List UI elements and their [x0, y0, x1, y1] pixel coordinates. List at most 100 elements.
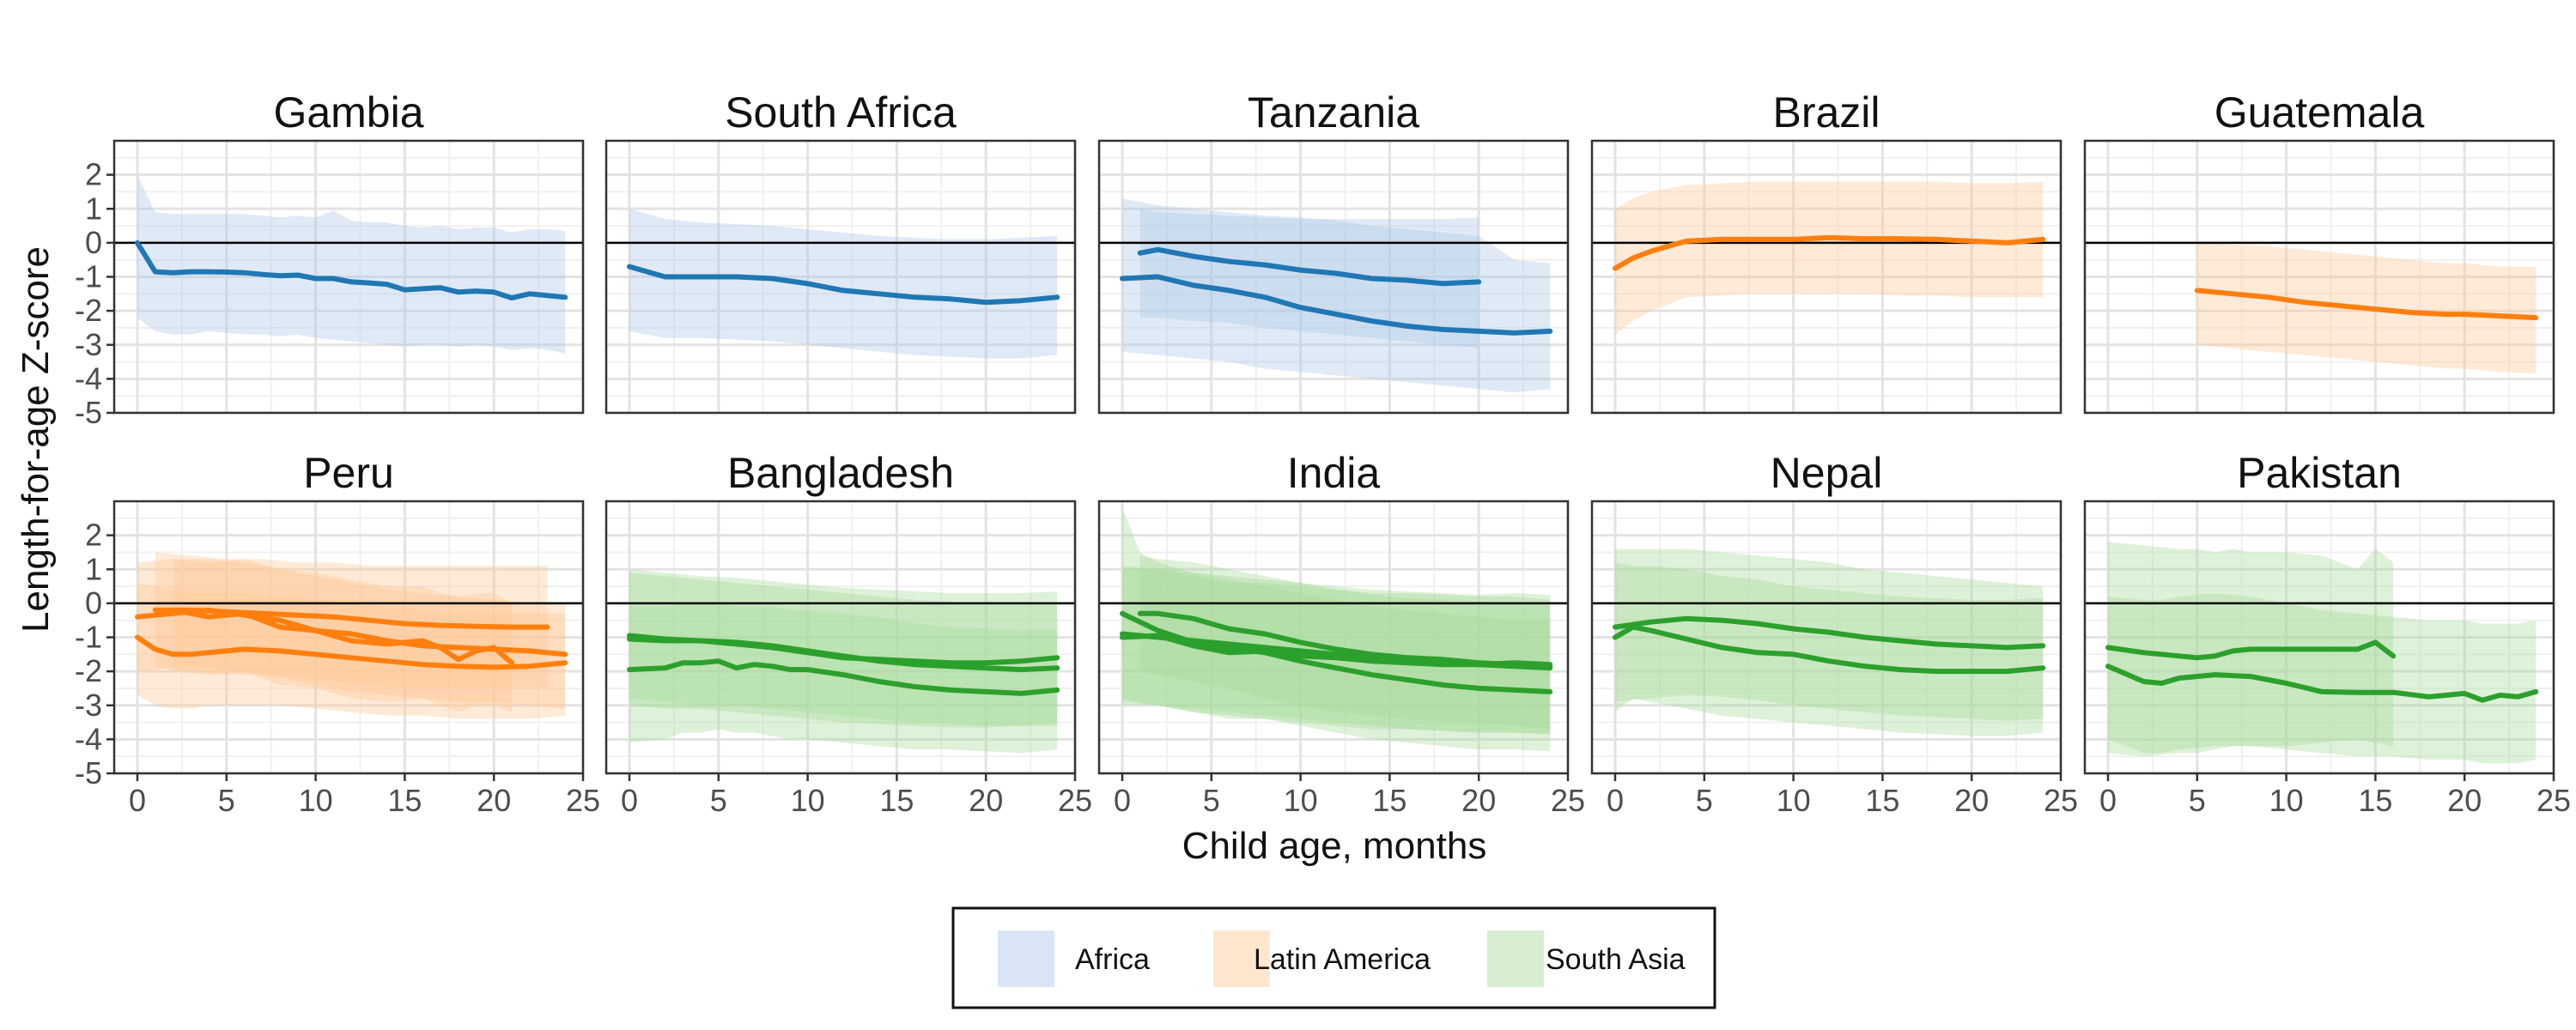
- panel-title: Peru: [303, 449, 394, 497]
- panel-border: [1590, 500, 2063, 775]
- y-tick-label: -3: [75, 688, 102, 723]
- y-tick-label: -1: [75, 620, 102, 655]
- panel-brazil: Brazil: [1590, 88, 2063, 415]
- y-tick-label: 1: [85, 551, 102, 586]
- band-2: [1122, 198, 1551, 393]
- panel-south-africa: South Africa: [605, 88, 1077, 415]
- x-tick-label: 0: [1114, 783, 1131, 818]
- series-line-1: [135, 239, 568, 301]
- y-tick-label: -1: [75, 259, 102, 294]
- panel-title: Brazil: [1772, 88, 1880, 136]
- x-tick-label: 10: [791, 783, 825, 818]
- y-tick-label: -4: [75, 721, 102, 756]
- series-line-2: [627, 636, 1060, 666]
- series-line-2: [1613, 624, 2046, 675]
- y-tick-label: -2: [75, 653, 102, 688]
- y-tick-label: -3: [75, 327, 102, 362]
- x-tick-label: 20: [1461, 783, 1496, 818]
- panel-border: [1590, 139, 2063, 415]
- band-1: [629, 209, 1058, 359]
- panel-guatemala: Guatemala: [2083, 88, 2555, 415]
- series-line-4: [170, 607, 514, 666]
- x-tick-label: 15: [2358, 783, 2392, 818]
- band-2: [1615, 562, 2044, 736]
- legend: Africa Latin America South Asia: [951, 906, 1716, 1009]
- x-tick-label: 5: [2189, 783, 2206, 818]
- y-tick-label: 0: [85, 585, 102, 621]
- panel-border: [2083, 500, 2555, 775]
- band-1: [137, 174, 566, 354]
- panel-border: [605, 500, 1077, 775]
- legend-label-3: South Asia: [1546, 943, 1686, 976]
- x-tick-label: 10: [1777, 783, 1811, 818]
- band-2: [1122, 507, 1551, 752]
- panel-gambia: Gambia 210-1-2-3-4-5: [75, 88, 585, 430]
- legend-key-2: [1213, 930, 1270, 987]
- y-tick-label: -4: [75, 360, 102, 396]
- panel-title: Pakistan: [2237, 449, 2402, 497]
- panel-border: [605, 139, 1077, 415]
- x-tick-label: 15: [1865, 783, 1899, 818]
- x-tick-label: 15: [1372, 783, 1406, 818]
- legend-key-1: [998, 930, 1054, 987]
- panel-title: Bangladesh: [727, 449, 954, 497]
- y-tick-label: 2: [85, 518, 102, 553]
- x-tick-label: 10: [2269, 783, 2304, 818]
- series-line-1: [2194, 288, 2539, 321]
- panel-title: South Africa: [725, 88, 957, 136]
- y-tick-label: -2: [75, 293, 102, 328]
- legend-label-2: Latin America: [1254, 943, 1431, 976]
- x-tick-label: 20: [2447, 783, 2482, 818]
- panel-title: Tanzania: [1248, 88, 1419, 136]
- series-line-2: [2105, 663, 2539, 703]
- panel-title: India: [1287, 449, 1381, 497]
- series-line-1: [2105, 639, 2397, 661]
- x-tick-label: 20: [477, 783, 511, 818]
- legend-key-3: [1487, 930, 1544, 987]
- band-1: [1615, 181, 2044, 335]
- x-tick-label: 5: [1696, 783, 1713, 818]
- x-tick-label: 25: [2537, 783, 2571, 818]
- x-tick-label: 0: [1607, 783, 1624, 818]
- x-tick-label: 0: [129, 783, 146, 818]
- x-axis-title: Child age, months: [1182, 825, 1487, 867]
- x-tick-label: 5: [1203, 783, 1220, 818]
- panel-border: [1097, 500, 1570, 775]
- panel-nepal: Nepal 0 5 10 15 20 25: [1590, 449, 2078, 818]
- y-tick-label: -5: [75, 755, 102, 791]
- y-tick-label: 0: [85, 225, 102, 260]
- panel-border: [1097, 139, 1570, 415]
- x-tick-label: 25: [2044, 783, 2078, 818]
- series-line-3: [627, 658, 1060, 696]
- legend-box: [951, 906, 1716, 1009]
- x-tick-label: 15: [387, 783, 422, 818]
- x-tick-label: 10: [299, 783, 333, 818]
- x-tick-label: 25: [1551, 783, 1585, 818]
- series-line-1: [1137, 246, 1482, 287]
- x-tick-label: 25: [566, 783, 600, 818]
- x-tick-label: 20: [969, 783, 1003, 818]
- x-tick-label: 5: [710, 783, 727, 818]
- x-tick-label: 0: [621, 783, 638, 818]
- panel-tanzania: Tanzania: [1097, 88, 1570, 415]
- series-line-3: [135, 634, 568, 670]
- panel-pakistan: Pakistan 0 5 10 15 20 25: [2083, 449, 2571, 818]
- panel-title: Gambia: [273, 88, 423, 136]
- x-tick-label: 10: [1284, 783, 1318, 818]
- x-tick-label: 5: [218, 783, 235, 818]
- x-tick-label: 0: [2099, 783, 2117, 818]
- series-line-2: [1120, 610, 1553, 694]
- y-tick-label: 2: [85, 157, 102, 192]
- legend-label-1: Africa: [1075, 943, 1150, 976]
- x-tick-label: 25: [1058, 783, 1092, 818]
- y-tick-label: 1: [85, 191, 102, 226]
- series-line-4: [1120, 631, 1553, 668]
- series-line-1: [627, 264, 1060, 306]
- panel-title: Nepal: [1771, 449, 1883, 497]
- y-tick-label: -5: [75, 395, 102, 430]
- panel-title: Guatemala: [2215, 88, 2425, 136]
- x-tick-label: 15: [879, 783, 914, 818]
